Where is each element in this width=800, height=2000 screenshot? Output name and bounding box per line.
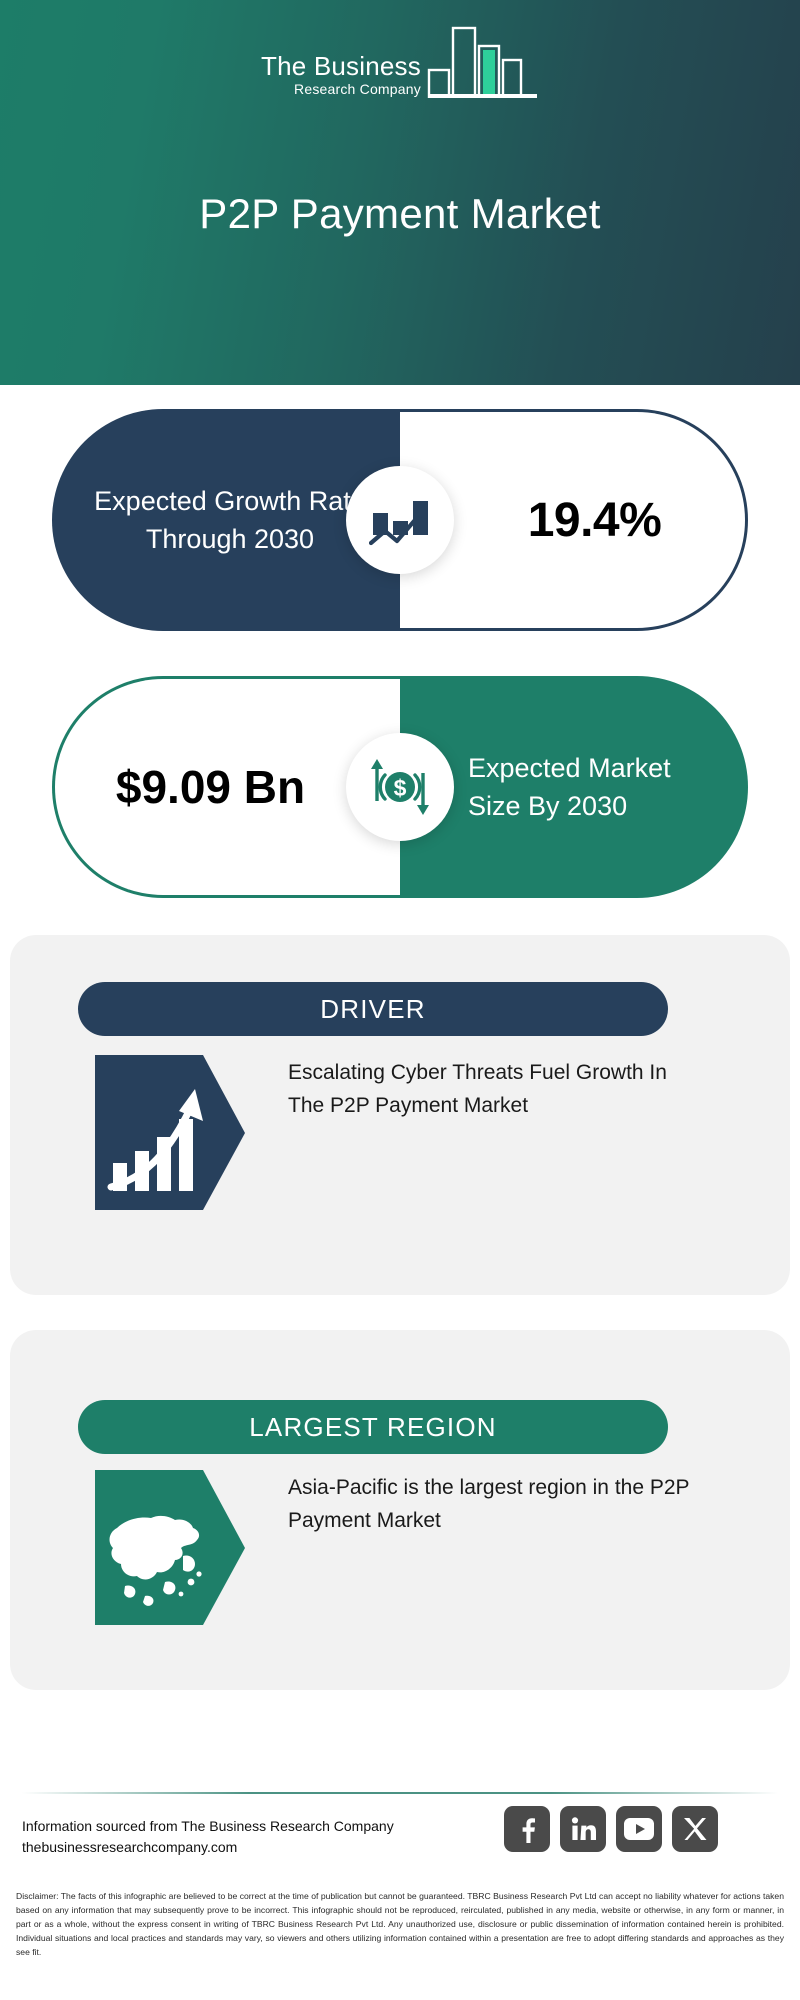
- stat-growth-value: 19.4%: [527, 493, 662, 547]
- stat-card-growth-rate: Expected Growth Rate Through 2030 19.4%: [52, 409, 748, 631]
- social-links: [504, 1806, 718, 1852]
- youtube-icon[interactable]: [616, 1806, 662, 1852]
- largest-region-pill: LARGEST REGION: [78, 1400, 668, 1454]
- svg-text:$: $: [394, 775, 407, 801]
- driver-pill-label: DRIVER: [320, 993, 426, 1024]
- footer-divider: [22, 1792, 778, 1794]
- dollar-circulation-icon: $: [346, 733, 454, 841]
- linkedin-icon[interactable]: [560, 1806, 606, 1852]
- header-banner: The Business Research Company P2P Paymen…: [0, 0, 800, 385]
- facebook-icon[interactable]: [504, 1806, 550, 1852]
- stat-market-label-panel: Expected Market Size By 2030: [400, 676, 748, 898]
- logo-line-1: The Business: [261, 51, 421, 81]
- brand-logo: The Business Research Company: [0, 26, 800, 100]
- stat-growth-label: Expected Growth Rate Through 2030: [94, 485, 366, 554]
- stat-card-market-size: $9.09 Bn Expected Market Size By 2030 $: [52, 676, 748, 898]
- stat-market-value-panel: $9.09 Bn: [52, 676, 400, 898]
- asia-pacific-map-icon: [95, 1470, 245, 1625]
- logo-line-2: Research Company: [294, 81, 421, 97]
- footer-source-line-2[interactable]: thebusinessresearchcompany.com: [22, 1839, 238, 1855]
- rising-bar-chart-arrow-icon: [95, 1055, 245, 1210]
- x-twitter-icon[interactable]: [672, 1806, 718, 1852]
- largest-region-pill-label: LARGEST REGION: [249, 1411, 497, 1442]
- stat-growth-label-panel: Expected Growth Rate Through 2030: [52, 409, 400, 631]
- driver-body-text: Escalating Cyber Threats Fuel Growth In …: [288, 1061, 667, 1117]
- driver-pill: DRIVER: [78, 982, 668, 1036]
- page-title: P2P Payment Market: [199, 190, 601, 237]
- stat-growth-value-panel: 19.4%: [400, 409, 748, 631]
- stat-market-label: Expected Market Size By 2030: [468, 752, 671, 821]
- bar-chart-logo-mark: [427, 26, 539, 100]
- largest-region-body-text: Asia-Pacific is the largest region in th…: [288, 1476, 690, 1532]
- footer-source-line-1: Information sourced from The Business Re…: [22, 1818, 394, 1834]
- stat-market-value: $9.09 Bn: [115, 760, 306, 813]
- footer-source: Information sourced from The Business Re…: [22, 1816, 492, 1858]
- growth-bar-chart-arrow-icon: [346, 466, 454, 574]
- disclaimer-text: Disclaimer: The facts of this infographi…: [16, 1891, 784, 1957]
